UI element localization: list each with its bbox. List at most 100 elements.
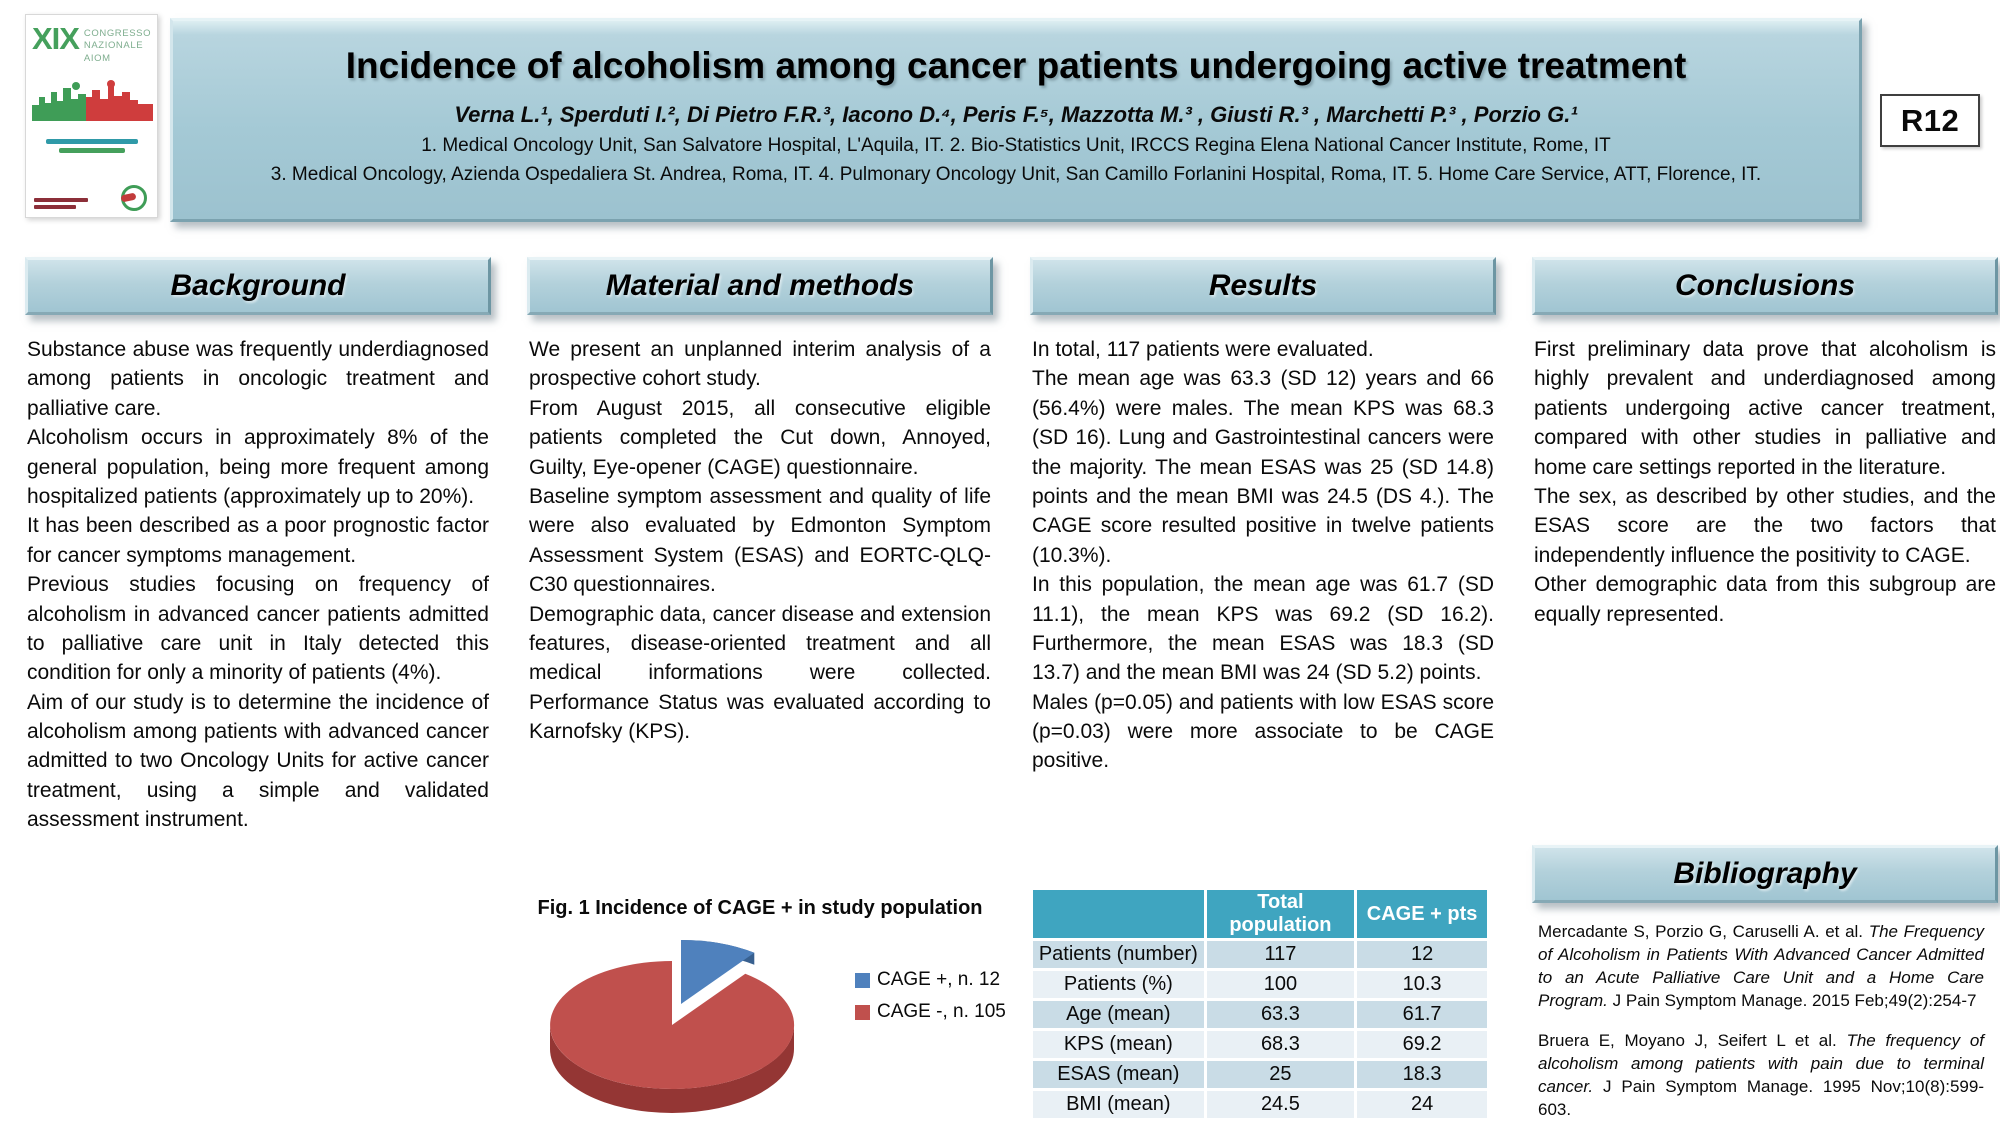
logo-footer <box>34 185 149 211</box>
row-label: Patients (number) <box>1033 941 1204 968</box>
section-heading-results: Results <box>1030 257 1496 315</box>
figure-caption: Fig. 1 Incidence of CAGE + in study popu… <box>537 897 983 919</box>
poster-title: Incidence of alcoholism among cancer pat… <box>345 45 1687 86</box>
row-label: Patients (%) <box>1033 971 1204 998</box>
cell-total: 117 <box>1206 941 1355 968</box>
cell-cage: 12 <box>1357 941 1487 968</box>
background-text: Substance abuse was frequently underdiag… <box>25 335 491 835</box>
conclusions-text: First preliminary data prove that alcoho… <box>1532 335 1998 629</box>
partner-bar <box>34 205 76 209</box>
legend-swatch-cage-negative-icon <box>855 1004 870 1020</box>
row-label: KPS (mean) <box>1033 1031 1204 1058</box>
tagline-bar <box>58 148 125 154</box>
section-conclusions: Conclusions First preliminary data prove… <box>1532 257 1998 1124</box>
logo-word-nazionale: Nazionale <box>83 40 144 52</box>
methods-text: We present an unplanned interim analysis… <box>527 335 993 746</box>
cell-total: 100 <box>1206 971 1355 998</box>
table-row: KPS (mean) 68.3 69.2 <box>1033 1031 1487 1058</box>
logo-word-congresso: Congresso <box>83 28 152 39</box>
bibliography-entry: Bruera E, Moyano J, Seifert L et al. The… <box>1538 1030 1984 1122</box>
logo-wordmark: Congresso Nazionale AIOM <box>84 25 151 65</box>
cell-cage: 61.7 <box>1357 1001 1487 1028</box>
table-row: Patients (number) 117 12 <box>1033 941 1487 968</box>
bib-title: The frequency of alcoholism among patien… <box>1538 1030 1984 1096</box>
header-total-population: Total population <box>1206 890 1355 938</box>
cell-total: 63.3 <box>1206 1001 1355 1028</box>
partner-text-decoration <box>34 195 88 209</box>
section-background: Background Substance abuse was frequentl… <box>25 257 491 1124</box>
paragraph: It has been described as a poor prognost… <box>27 514 489 567</box>
paragraph: Alcoholism occurs in approximately 8% of… <box>27 426 489 508</box>
affiliations-line-2: 3. Medical Oncology, Azienda Ospedaliera… <box>270 164 1762 185</box>
paragraph: Substance abuse was frequently underdiag… <box>27 338 489 420</box>
paragraph: The mean age was 63.3 (SD 12) years and … <box>1032 367 1494 567</box>
logo-word-aiom: AIOM <box>83 52 111 64</box>
paragraph: Other demographic data from this subgrou… <box>1534 573 1996 626</box>
cell-total: 24.5 <box>1206 1091 1355 1118</box>
bib-authors: Mercadante S, Porzio G, Caruselli A. et … <box>1538 922 1869 941</box>
results-table: Total population CAGE + pts Patients (nu… <box>1030 887 1490 1121</box>
section-results: Results In total, 117 patients were eval… <box>1030 257 1496 1124</box>
bibliography-entry: Mercadante S, Porzio G, Caruselli A. et … <box>1538 921 1984 1013</box>
logo-xix-text: XIX <box>31 21 80 56</box>
results-text: In total, 117 patients were evaluated. T… <box>1030 335 1496 776</box>
tagline-bar <box>45 139 138 145</box>
legend-item-cage-positive: CAGE +, n. 12 <box>855 969 1006 991</box>
bibliography-text: Mercadante S, Porzio G, Caruselli A. et … <box>1538 921 1984 1124</box>
heading-label: Conclusions <box>1674 269 1855 302</box>
cell-total: 68.3 <box>1206 1031 1355 1058</box>
section-heading-background: Background <box>25 257 491 315</box>
paragraph: Baseline symptom assessment and quality … <box>529 484 991 597</box>
affiliations-line-1: 1. Medical Oncology Unit, San Salvatore … <box>421 135 1611 156</box>
section-heading-methods: Material and methods <box>527 257 993 315</box>
section-heading-bibliography: Bibliography <box>1532 845 1998 903</box>
poster-header-banner: Incidence of alcoholism among cancer pat… <box>170 18 1862 222</box>
section-methods: Material and methods We present an unpla… <box>527 257 1006 1124</box>
table-row: Age (mean) 63.3 61.7 <box>1033 1001 1487 1028</box>
logo-skyline-illustration <box>32 80 153 122</box>
cell-cage: 69.2 <box>1357 1031 1487 1058</box>
figure-1: Fig. 1 Incidence of CAGE + in study popu… <box>527 897 1006 1124</box>
paragraph: From August 2015, all consecutive eligib… <box>529 396 991 479</box>
heading-label: Material and methods <box>605 269 915 302</box>
legend-label: CAGE -, n. 105 <box>877 1001 1006 1022</box>
paragraph: Previous studies focusing on frequency o… <box>27 573 489 685</box>
pie-legend: CAGE +, n. 12 CAGE -, n. 105 <box>855 969 1006 1033</box>
bib-source: J Pain Symptom Manage. 1995 Nov;10(8):59… <box>1538 1076 1984 1119</box>
legend-label: CAGE +, n. 12 <box>877 969 1001 990</box>
paragraph: The sex, as described by other studies, … <box>1534 484 1996 567</box>
row-label: Age (mean) <box>1033 1001 1204 1028</box>
aiom-mark-icon <box>113 185 149 211</box>
table-row: ESAS (mean) 25 18.3 <box>1033 1061 1487 1088</box>
heading-label: Bibliography <box>1673 857 1857 890</box>
logo-header: XIX Congresso Nazionale AIOM <box>31 21 151 65</box>
paragraph: Aim of our study is to determine the inc… <box>27 690 489 832</box>
cell-cage: 18.3 <box>1357 1061 1487 1088</box>
paragraph: We present an unplanned interim analysis… <box>529 338 991 391</box>
paragraph: Demographic data, cancer disease and ext… <box>529 602 991 744</box>
logo-tagline-decoration <box>32 139 151 154</box>
header-empty <box>1033 890 1204 938</box>
heading-label: Background <box>170 269 346 302</box>
poster-code-badge: R12 <box>1880 94 1980 147</box>
bib-title: The Frequency of Alcoholism in Patients … <box>1538 922 1984 1010</box>
legend-swatch-cage-positive-icon <box>855 972 870 988</box>
paragraph: In total, 117 patients were evaluated. <box>1032 338 1374 361</box>
pie-chart <box>550 940 795 1113</box>
poster-authors: Verna L.¹, Sperduti I.², Di Pietro F.R.³… <box>454 102 1578 127</box>
header-cage-pts: CAGE + pts <box>1357 890 1487 938</box>
bib-authors: Bruera E, Moyano J, Seifert L et al. <box>1538 1030 1847 1050</box>
table-header-row: Total population CAGE + pts <box>1033 890 1487 938</box>
cell-cage: 10.3 <box>1357 971 1487 998</box>
paragraph: Males (p=0.05) and patients with low ESA… <box>1032 690 1494 773</box>
bib-source: J Pain Symptom Manage. 2015 Feb;49(2):25… <box>1607 990 1977 1010</box>
section-heading-conclusions: Conclusions <box>1532 257 1998 315</box>
paragraph: First preliminary data prove that alcoho… <box>1534 338 1996 479</box>
table-row: Patients (%) 100 10.3 <box>1033 971 1487 998</box>
table-row: BMI (mean) 24.5 24 <box>1033 1091 1487 1118</box>
legend-item-cage-negative: CAGE -, n. 105 <box>855 1001 1006 1023</box>
congress-logo: XIX Congresso Nazionale AIOM <box>25 14 158 218</box>
row-label: ESAS (mean) <box>1033 1061 1204 1088</box>
cell-cage: 24 <box>1357 1091 1487 1118</box>
